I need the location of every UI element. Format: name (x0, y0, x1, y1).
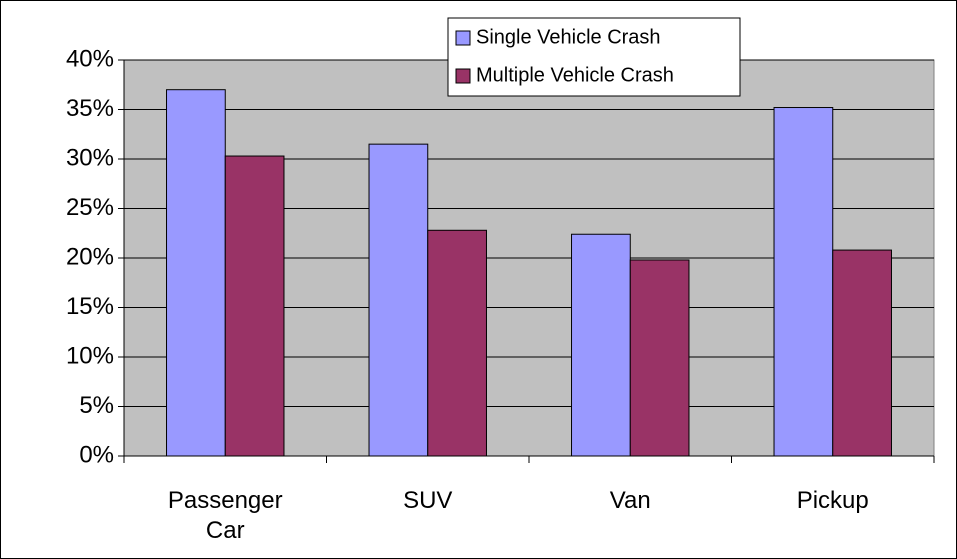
x-tick-label: Passenger Car (167, 487, 283, 544)
y-tick-label: 40% (66, 45, 114, 72)
bar (224, 155, 285, 457)
bar (629, 259, 690, 457)
y-tick-label: 5% (79, 392, 114, 419)
legend-label: Single Vehicle Crash (476, 26, 661, 48)
y-tick-label: 25% (66, 194, 114, 221)
legend-swatch (455, 30, 471, 46)
x-tick-label: Van (609, 487, 651, 514)
x-tick-label: SUV (403, 487, 453, 514)
x-tick-label: Pickup (796, 487, 869, 514)
bar (368, 143, 429, 457)
y-tick-label: 30% (66, 144, 114, 171)
y-tick-label: 20% (66, 243, 114, 270)
legend-box (447, 17, 741, 97)
bar (166, 89, 226, 457)
y-tick-label: 0% (79, 441, 114, 468)
bar (571, 233, 631, 457)
legend-swatch (455, 68, 471, 84)
y-tick-label: 10% (66, 342, 114, 369)
legend-label: Multiple Vehicle Crash (476, 64, 674, 86)
y-tick-label: 35% (66, 95, 114, 122)
bar (427, 229, 487, 457)
y-tick-label: 15% (66, 293, 114, 320)
bar (773, 107, 834, 457)
bar (832, 249, 892, 457)
